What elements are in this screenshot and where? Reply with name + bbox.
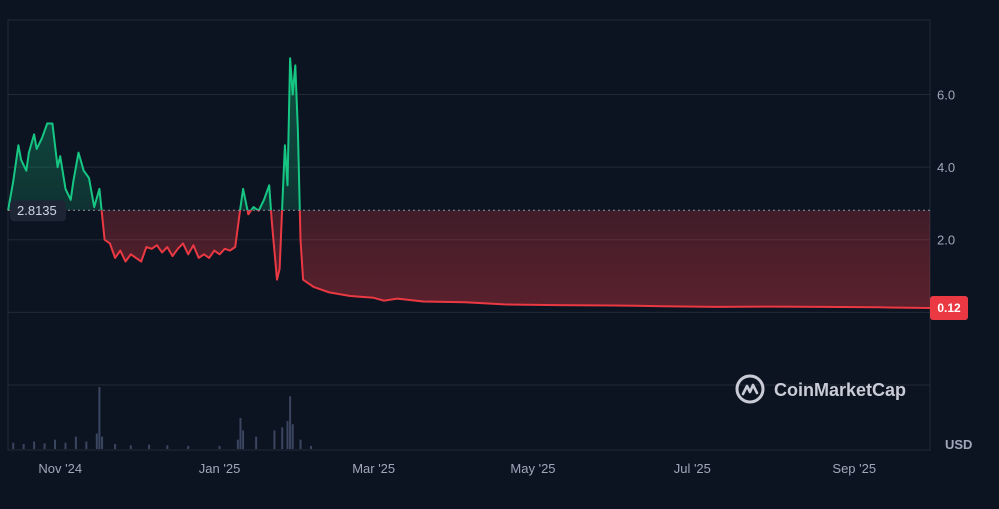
volume-bar	[148, 444, 151, 449]
price-lines	[7, 57, 931, 309]
x-tick-label: Sep '25	[832, 461, 876, 476]
x-tick-label: Jan '25	[199, 461, 241, 476]
volume-bar	[166, 445, 169, 449]
price-line-down	[7, 210, 931, 309]
volume-bar	[187, 445, 190, 449]
price-area-up	[8, 58, 300, 211]
volume-bar	[255, 436, 258, 449]
volume-bar	[281, 427, 284, 449]
volume-bar	[74, 436, 77, 449]
volume-bar	[299, 439, 302, 449]
volume-bar	[33, 441, 36, 449]
volume-bar	[22, 444, 25, 449]
volume-bar	[43, 443, 46, 449]
volume-bar	[85, 441, 88, 449]
brand-watermark: CoinMarketCap	[735, 374, 906, 404]
price-line-up	[7, 57, 301, 211]
x-tick-label: Mar '25	[352, 461, 395, 476]
volume-bar	[289, 396, 292, 449]
volume-bar	[95, 433, 98, 449]
volume-bar	[239, 418, 242, 449]
y-tick-label: 4.0	[937, 160, 955, 175]
volume-bar	[218, 445, 221, 449]
x-axis-ticks: Nov '24 Jan '25 Mar '25 May '25 Jul '25 Sep '…	[38, 461, 876, 476]
y-tick-label: 2.0	[937, 233, 955, 248]
currency-label: USD	[945, 437, 972, 452]
volume-bar	[114, 444, 117, 449]
brand-name: CoinMarketCap	[774, 380, 906, 400]
reference-price-label: 2.8135	[10, 200, 66, 222]
x-tick-label: Jul '25	[674, 461, 711, 476]
volume-bar	[236, 439, 239, 449]
reference-price-text: 2.8135	[17, 203, 57, 218]
volume-bar	[98, 387, 101, 449]
y-tick-label: 6.0	[937, 87, 955, 102]
volume-bar	[309, 445, 312, 449]
volume-bar	[12, 442, 15, 449]
x-tick-label: Nov '24	[38, 461, 82, 476]
volume-bar	[286, 421, 289, 449]
volume-bar	[273, 430, 276, 449]
x-tick-label: May '25	[510, 461, 555, 476]
coinmarketcap-logo-icon	[735, 374, 765, 404]
volume-bars	[12, 387, 312, 449]
volume-bar	[64, 442, 67, 449]
volume-bar	[54, 439, 57, 449]
last-price-badge: 0.12	[930, 296, 968, 321]
volume-bar	[242, 430, 245, 449]
volume-bar	[291, 424, 294, 449]
volume-bar	[101, 436, 104, 449]
price-areas	[8, 58, 930, 308]
price-area-down	[8, 210, 930, 308]
volume-bar	[129, 445, 132, 449]
last-price-text: 0.12	[937, 301, 961, 315]
y-axis-ticks: 2.0 4.0 6.0	[937, 87, 955, 247]
